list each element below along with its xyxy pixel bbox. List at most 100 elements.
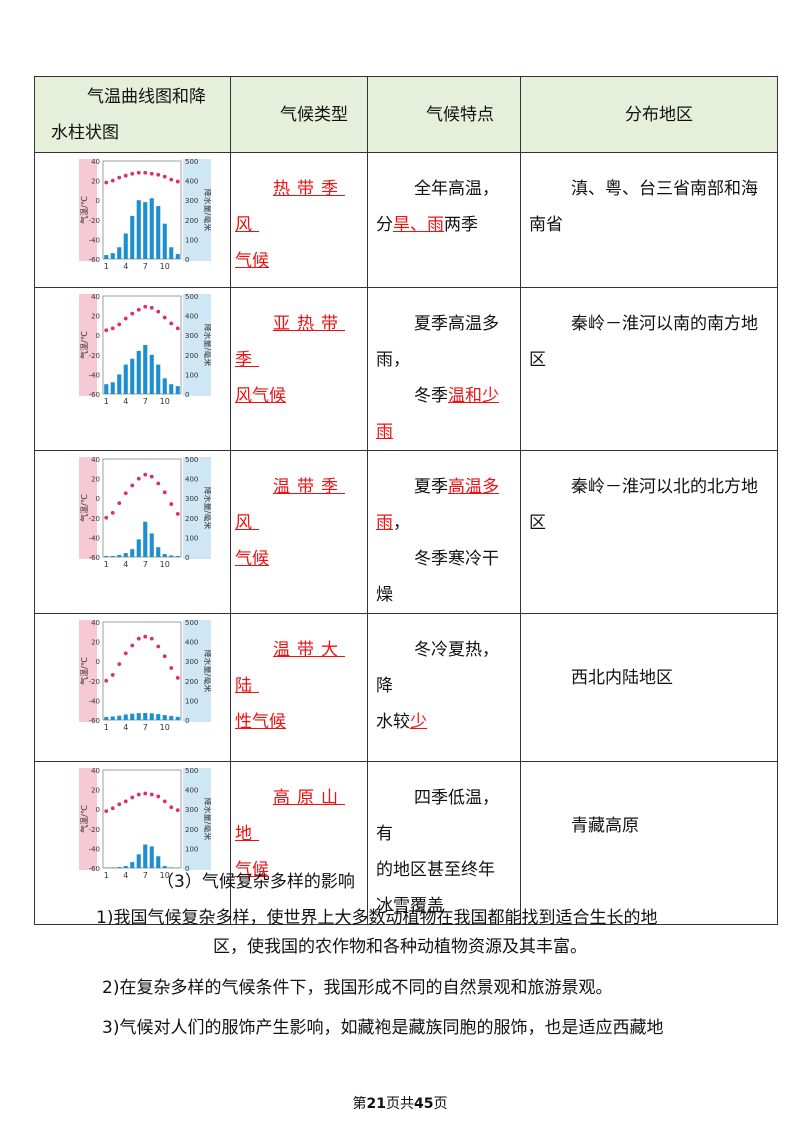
precip-tick-label: 500 (185, 158, 198, 166)
temp-point (143, 304, 148, 309)
precip-tick-label: 300 (185, 658, 198, 666)
chart-cell: 40 20 0 -20 -40 -60 500 400 300 200 100 0 1 4 7 10 气温/℃ 降… (34, 287, 231, 451)
precip-bar (169, 247, 174, 259)
precip-bar (149, 198, 154, 259)
precip-axis-band (183, 159, 211, 261)
precip-axis-title: 降水量/毫米 (203, 324, 211, 367)
temp-point (156, 794, 161, 799)
temp-point (156, 481, 161, 486)
paragraph-1-cont: 区，使我国的农作物和各种动植物资源及其丰富。 (213, 937, 587, 957)
section-title: （3）气候复杂多样的影响 (157, 872, 355, 892)
temp-tick-label: 20 (91, 787, 100, 795)
temp-point (117, 802, 122, 807)
plot-area (102, 160, 182, 260)
paragraph-1: 1)我国气候复杂多样，使世界上大多数动植物在我国都能找到适合生长的地 (96, 908, 658, 928)
header-climate-type: 气候类型 (230, 76, 368, 153)
header-distribution: 分布地区 (520, 76, 778, 153)
precip-bar (104, 384, 109, 394)
precip-bar (162, 866, 167, 868)
precip-bar (143, 712, 148, 720)
precip-tick-label: 200 (185, 678, 198, 686)
climate-type-text: 性气候 (235, 712, 286, 732)
climate-row: 40 20 0 -20 -40 -60 500 400 300 200 100 0 1 4 7 10 气温/℃ 降… (34, 152, 778, 288)
temp-tick-label: -40 (89, 534, 100, 542)
temp-point (175, 326, 180, 331)
climate-feature-cell: 四季低温，有 的地区甚至终年 冰雪覆盖 (367, 761, 521, 925)
precip-tick-label: 400 (185, 178, 198, 186)
precip-tick-label: 100 (185, 534, 198, 542)
climate-type-cell: 高原山地 气候 (230, 761, 368, 925)
precip-bar (162, 715, 167, 720)
climate-feature-cell: 全年高温， 分旱、雨两季 (367, 152, 521, 288)
precip-axis-band (183, 620, 211, 722)
climate-type-text: 气候 (235, 860, 269, 880)
precip-bar (149, 354, 154, 394)
precip-bar (156, 206, 161, 259)
temp-point (136, 307, 141, 312)
temp-tick-label: 40 (91, 767, 100, 775)
month-tick-label: 1 (104, 560, 109, 569)
climate-feature-text: 雨 (376, 513, 393, 533)
temp-point (175, 675, 180, 680)
climate-feature-text: 高温多 (448, 477, 499, 497)
temp-tick-label: -60 (89, 717, 100, 725)
precip-tick-label: 300 (185, 332, 198, 340)
climate-feature-text: 旱、雨 (393, 215, 444, 235)
precip-bar (175, 556, 180, 557)
precip-bar (117, 374, 122, 394)
precip-bar (123, 233, 128, 259)
precip-bar (136, 713, 141, 720)
precip-bar (136, 200, 141, 259)
climate-type-cell: 温带大陆 性气候 (230, 613, 368, 762)
temp-tick-label: 0 (96, 332, 100, 340)
temp-point (110, 326, 115, 331)
temp-point (136, 792, 141, 797)
climate-feature-text: 分 (376, 215, 393, 235)
temp-point (143, 791, 148, 796)
temp-axis-title: 气温/℃ (79, 494, 89, 522)
distribution-text: 秦岭－淮河以北的北方地区 (529, 477, 758, 533)
precip-bar (156, 856, 161, 868)
precip-bar (169, 716, 174, 720)
temp-tick-label: -20 (89, 515, 100, 523)
temp-point (123, 316, 128, 321)
precip-tick-label: 300 (185, 806, 198, 814)
month-tick-label: 4 (123, 560, 128, 569)
temp-point (149, 305, 154, 310)
temp-point (104, 678, 109, 683)
temp-tick-label: -20 (89, 352, 100, 360)
plot-area (102, 458, 182, 558)
temp-point (104, 328, 109, 333)
temp-point (143, 170, 148, 175)
temp-point (156, 644, 161, 649)
month-tick-label: 4 (123, 397, 128, 406)
precip-tick-label: 400 (185, 639, 198, 647)
precip-tick-label: 200 (185, 515, 198, 523)
header-chart-line1: 气温曲线图和降 (87, 86, 206, 107)
precip-tick-label: 400 (185, 313, 198, 321)
temp-point (136, 636, 141, 641)
precip-bar (117, 555, 122, 557)
precip-bar (169, 384, 174, 394)
climate-type-cell: 温带季风 气候 (230, 450, 368, 614)
page-footer: 第21页共45页 (0, 1093, 800, 1113)
precip-tick-label: 0 (185, 554, 189, 562)
distribution-text: 滇、粤、台三省南部和海南省 (529, 179, 758, 235)
month-tick-label: 7 (143, 871, 148, 880)
temp-axis-title: 气温/℃ (79, 657, 89, 685)
temp-point (162, 654, 167, 659)
precip-axis-title: 降水量/毫米 (203, 487, 211, 530)
chart-cell: 40 20 0 -20 -40 -60 500 400 300 200 100 0 1 4 7 10 气温/℃ 降… (34, 761, 231, 925)
month-tick-label: 10 (160, 560, 170, 569)
month-tick-label: 4 (123, 262, 128, 271)
precip-tick-label: 100 (185, 697, 198, 705)
header-chart: 气温曲线图和降 水柱状图 (34, 76, 231, 153)
temp-point (130, 643, 135, 648)
precip-bar (123, 364, 128, 394)
footer-mid: 页共 (386, 1096, 414, 1112)
temp-point (110, 178, 115, 183)
distribution-cell: 西北内陆地区 (520, 613, 778, 762)
precip-bar (117, 247, 122, 259)
climate-type-text: 高原山地 (235, 788, 345, 844)
